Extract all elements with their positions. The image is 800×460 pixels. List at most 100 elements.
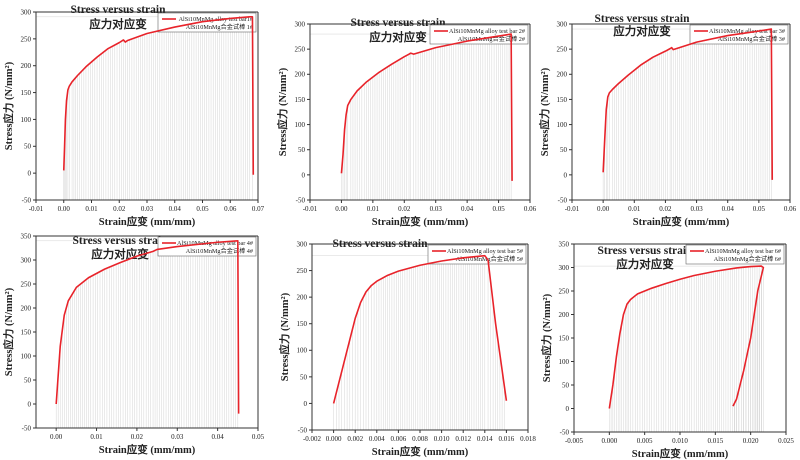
y-tick-label: 150: [559, 334, 570, 342]
x-tick-label: 0.06: [224, 205, 237, 213]
x-tick-label: 0.00: [335, 205, 348, 213]
y-tick-label: 300: [297, 240, 308, 248]
x-tick-label: 0.01: [90, 433, 103, 441]
y-tick-label: 250: [295, 46, 306, 54]
chart-subtitle: 应力对应变: [89, 17, 147, 31]
y-tick-label: -50: [560, 428, 570, 436]
drop-lines: [609, 266, 764, 432]
y-tick-label: 200: [295, 71, 306, 79]
y-tick-label: 100: [557, 121, 568, 129]
x-tick-label: 0.03: [430, 205, 443, 213]
x-tick-label: 0.05: [492, 205, 505, 213]
y-axis-title: Stress应力 (N/mm²): [278, 292, 291, 381]
y-tick-label: 200: [557, 71, 568, 79]
stress-strain-series-3: [602, 28, 774, 180]
legend: AlSi10MnMg alloy test bar1#AlSi10MnMg合金试…: [157, 12, 257, 33]
y-tick-label: -50: [22, 424, 32, 432]
y-tick-label: -50: [296, 196, 306, 204]
y-tick-label: 150: [557, 96, 568, 104]
drop-lines: [333, 255, 505, 430]
x-axis-title: Strain应变 (mm/mm): [633, 215, 730, 228]
x-tick-label: 0.02: [131, 433, 144, 441]
x-tick-label: 0.01: [367, 205, 380, 213]
legend-entry-en: AlSi10MnMg alloy test bar 6#: [705, 248, 781, 255]
y-tick-label: 0: [302, 171, 306, 179]
legend-entry-en: AlSi10MnMg alloy test bar 5#: [447, 248, 523, 255]
x-tick-label: 0.04: [461, 205, 474, 213]
legend-box: [429, 24, 529, 45]
x-tick-label: 0.006: [391, 435, 407, 443]
x-tick-label: 0.01: [628, 205, 641, 213]
x-tick-label: 0.018: [520, 435, 536, 443]
y-tick-label: 250: [21, 280, 32, 288]
chart-panel-5: -0.002 0.000 0.002 0.004 0.006 0.008 0.010 0.01…: [278, 238, 536, 458]
y-tick-label: 150: [297, 320, 308, 328]
y-tick-label: 300: [295, 20, 306, 28]
chart-title: Stress versus strain: [598, 245, 694, 257]
x-tick-label: 0.05: [196, 205, 209, 213]
x-tick-label: 0.016: [499, 435, 515, 443]
x-tick-label: 0.02: [113, 205, 126, 213]
y-axis-title: Stress应力 (N/mm²): [538, 67, 551, 156]
stress-strain-series-5: [332, 254, 508, 404]
chart-panel-1: -0.01 0.00 0.01 0.02 0.03 0.04 0.05 0.06 0.07 -50…: [2, 4, 265, 228]
x-tick-label: 0.020: [743, 437, 759, 445]
chart-subtitle: 应力对应变: [91, 247, 149, 261]
y-tick-label: 300: [21, 256, 32, 264]
y-tick-label: 200: [297, 294, 308, 302]
x-tick-label: 0.002: [347, 435, 363, 443]
chart-subtitle: 应力对应变: [616, 257, 674, 271]
y-tick-label: 250: [21, 35, 32, 43]
legend-entry-zh: AlSi10MnMg合金试棒 6#: [714, 255, 781, 263]
stress-strain-series-4: [55, 240, 240, 414]
x-tick-label: 0.03: [141, 205, 154, 213]
x-tick-label: 0.005: [637, 437, 653, 445]
y-tick-label: 50: [560, 146, 568, 154]
y-tick-label: 350: [559, 240, 570, 248]
x-tick-label: 0.05: [252, 433, 265, 441]
y-tick-label: 200: [559, 311, 570, 319]
y-tick-label: 100: [295, 121, 306, 129]
x-tick-label: 0.03: [690, 205, 703, 213]
x-tick-label: 0.00: [50, 433, 63, 441]
legend-entry-en: AlSi10MnMg alloy test bar 3#: [709, 28, 785, 35]
chart-title: Stress versus strain: [73, 235, 169, 247]
y-tick-label: 350: [21, 232, 32, 240]
chart-panel-4: 0.00 0.01 0.02 0.03 0.04 0.05 -50 0 50 100 150 200 2…: [2, 232, 265, 456]
x-axis-title: Strain应变 (mm/mm): [372, 215, 469, 228]
x-tick-label: 0.04: [722, 205, 735, 213]
y-tick-label: 150: [21, 328, 32, 336]
x-tick-label: 0.02: [398, 205, 411, 213]
legend: AlSi10MnMg alloy test bar 2#AlSi10MnMg合金…: [429, 24, 529, 45]
drop-lines: [55, 240, 239, 428]
y-axis-title: Stress应力 (N/mm²): [540, 293, 553, 382]
y-tick-label: 300: [557, 20, 568, 28]
x-tick-label: 0.004: [369, 435, 385, 443]
x-tick-label: 0.03: [171, 433, 184, 441]
x-tick-label: -0.002: [303, 435, 322, 443]
x-tick-label: 0.00: [58, 205, 71, 213]
x-tick-label: 0.07: [252, 205, 265, 213]
x-tick-label: 0.025: [778, 437, 794, 445]
x-tick-label: 0.00: [597, 205, 610, 213]
chart-title: Stress versus strain: [71, 4, 167, 16]
y-tick-label: 100: [559, 358, 570, 366]
y-tick-label: 0: [28, 400, 32, 408]
x-tick-label: -0.01: [29, 205, 44, 213]
chart-subtitle: 应力对应变: [613, 24, 671, 38]
legend-entry-zh: AlSi10MnMg合金试棒 1#: [186, 23, 253, 31]
y-axis-title: Stress应力 (N/mm²): [2, 287, 15, 376]
legend-entry-zh: AlSi10MnMg合金试棒 2#: [458, 35, 525, 43]
chart-panel-2: -0.01 0.00 0.01 0.02 0.03 0.04 0.05 0.06 -50 0 50 1…: [276, 17, 537, 228]
x-tick-label: 0.014: [477, 435, 493, 443]
drop-lines: [63, 16, 253, 200]
y-tick-label: 250: [557, 46, 568, 54]
stress-strain-series-6: [608, 265, 765, 409]
y-tick-label: 100: [21, 352, 32, 360]
y-tick-label: 300: [559, 264, 570, 272]
y-tick-label: 50: [300, 373, 308, 381]
chart-title: Stress versus strain: [351, 17, 447, 29]
y-tick-label: 0: [564, 171, 568, 179]
y-tick-label: 200: [21, 62, 32, 70]
y-tick-label: 50: [24, 376, 32, 384]
